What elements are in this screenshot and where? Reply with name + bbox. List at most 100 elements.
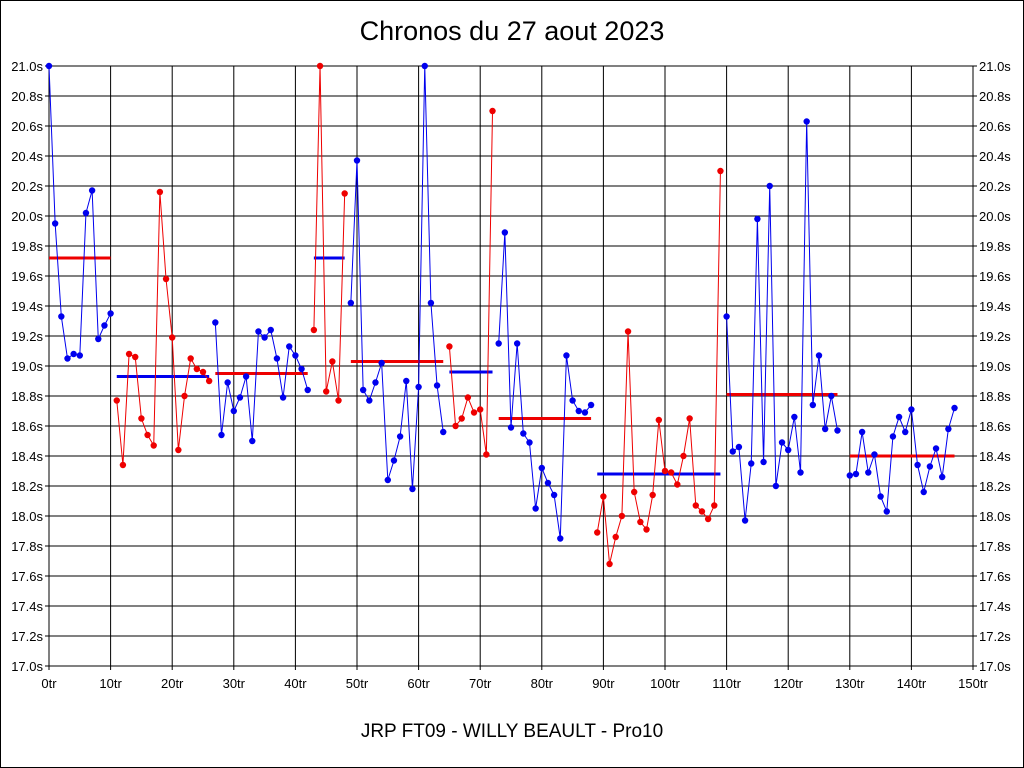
lap-point [359, 386, 367, 394]
lap-point [587, 401, 595, 409]
y-tick-label-right: 19.6s [979, 269, 1011, 284]
y-tick-label-right: 20.4s [979, 149, 1011, 164]
lap-point [95, 335, 102, 343]
lap-point [951, 404, 958, 412]
lap-point [544, 479, 552, 487]
y-tick-label-left: 18.2s [11, 479, 43, 494]
lap-point [187, 355, 194, 362]
lap-point [76, 352, 84, 359]
lap-point [748, 460, 755, 467]
lap-point [101, 322, 108, 329]
lap-point [754, 215, 761, 223]
lap-point [680, 452, 687, 460]
lap-point [532, 505, 539, 512]
lap-point [655, 416, 663, 424]
lap-point [205, 377, 213, 385]
lap-point [230, 407, 237, 415]
chart-footer: JRP FT09 - WILLY BEAULT - Pro10 [360, 721, 664, 742]
lap-point [557, 535, 564, 542]
y-tick-label-left: 21.0s [11, 59, 43, 74]
lap-point [175, 446, 182, 454]
lap-point [698, 508, 706, 515]
y-tick-label-left: 18.4s [11, 449, 43, 464]
lap-point [446, 343, 453, 350]
y-tick-label-right: 19.2s [979, 329, 1011, 344]
y-tick-label-left: 18.6s [11, 419, 43, 434]
y-tick-label-right: 19.4s [979, 299, 1011, 314]
lap-point [421, 62, 428, 70]
lap-point [711, 502, 718, 509]
lap-point [631, 488, 638, 496]
lap-point [341, 190, 348, 197]
lap-point [427, 299, 435, 307]
lap-point [107, 310, 114, 317]
lap-point [378, 359, 385, 367]
lap-series-line [214, 322, 309, 442]
lap-point [612, 533, 619, 541]
lap-point [433, 382, 441, 389]
lap-point [156, 188, 164, 196]
lap-point [686, 415, 693, 422]
lap-point [797, 469, 804, 476]
lap-point [846, 472, 853, 479]
lap-point [242, 373, 250, 380]
lap-point [538, 464, 545, 472]
lap-point [495, 340, 502, 347]
lap-point [926, 463, 934, 470]
lap-point [520, 430, 527, 437]
x-tick-label: 110tr [712, 676, 741, 691]
lap-point [162, 275, 170, 283]
lap-point [563, 352, 570, 359]
x-tick-label: 70tr [469, 676, 492, 691]
lap-point [501, 229, 509, 236]
lap-point [717, 167, 724, 175]
lap-point [883, 508, 890, 515]
lap-point [618, 512, 626, 520]
lap-point [150, 442, 157, 449]
chart-title: Chronos du 27 aout 2023 [359, 16, 665, 46]
y-tick-label-right: 21.0s [979, 59, 1011, 74]
x-tick-label: 50tr [346, 676, 369, 691]
lap-point [667, 469, 675, 476]
lap-point [526, 439, 533, 446]
lap-point [637, 518, 644, 526]
lap-point [458, 415, 465, 422]
y-tick-label-right: 17.8s [979, 539, 1011, 554]
lap-point [212, 319, 219, 326]
lap-point [581, 409, 589, 416]
lap-point [643, 526, 650, 533]
lap-point [82, 209, 90, 217]
y-tick-label-left: 18.0s [11, 509, 43, 524]
x-tick-label: 20tr [161, 676, 184, 691]
lap-point [384, 476, 391, 484]
lap-series-line [48, 65, 112, 360]
y-tick-label-right: 20.2s [979, 179, 1011, 194]
lap-point [88, 187, 96, 194]
lap-point [729, 448, 736, 455]
lap-point [858, 428, 866, 436]
y-tick-label-left: 17.8s [11, 539, 43, 554]
lap-point [575, 407, 582, 415]
lap-point [852, 470, 860, 478]
lap-point [286, 343, 293, 350]
x-tick-label: 150tr [958, 676, 988, 691]
lap-point [594, 529, 601, 536]
lap-point [809, 401, 817, 409]
lap-point [661, 467, 669, 475]
lap-point [704, 515, 712, 523]
y-tick-label-right: 17.0s [979, 659, 1011, 674]
lap-point [279, 394, 287, 401]
lap-series-line [849, 407, 955, 512]
y-tick-label-right: 20.8s [979, 89, 1011, 104]
lap-point [766, 182, 773, 190]
lap-point [329, 358, 336, 365]
y-tick-label-right: 17.4s [979, 599, 1011, 614]
lap-point [803, 118, 810, 125]
lap-point [513, 340, 521, 347]
lap-point [483, 451, 490, 458]
y-tick-label-left: 20.4s [11, 149, 43, 164]
lap-point [138, 415, 145, 422]
lap-point [323, 388, 330, 395]
lap-point [51, 220, 59, 227]
